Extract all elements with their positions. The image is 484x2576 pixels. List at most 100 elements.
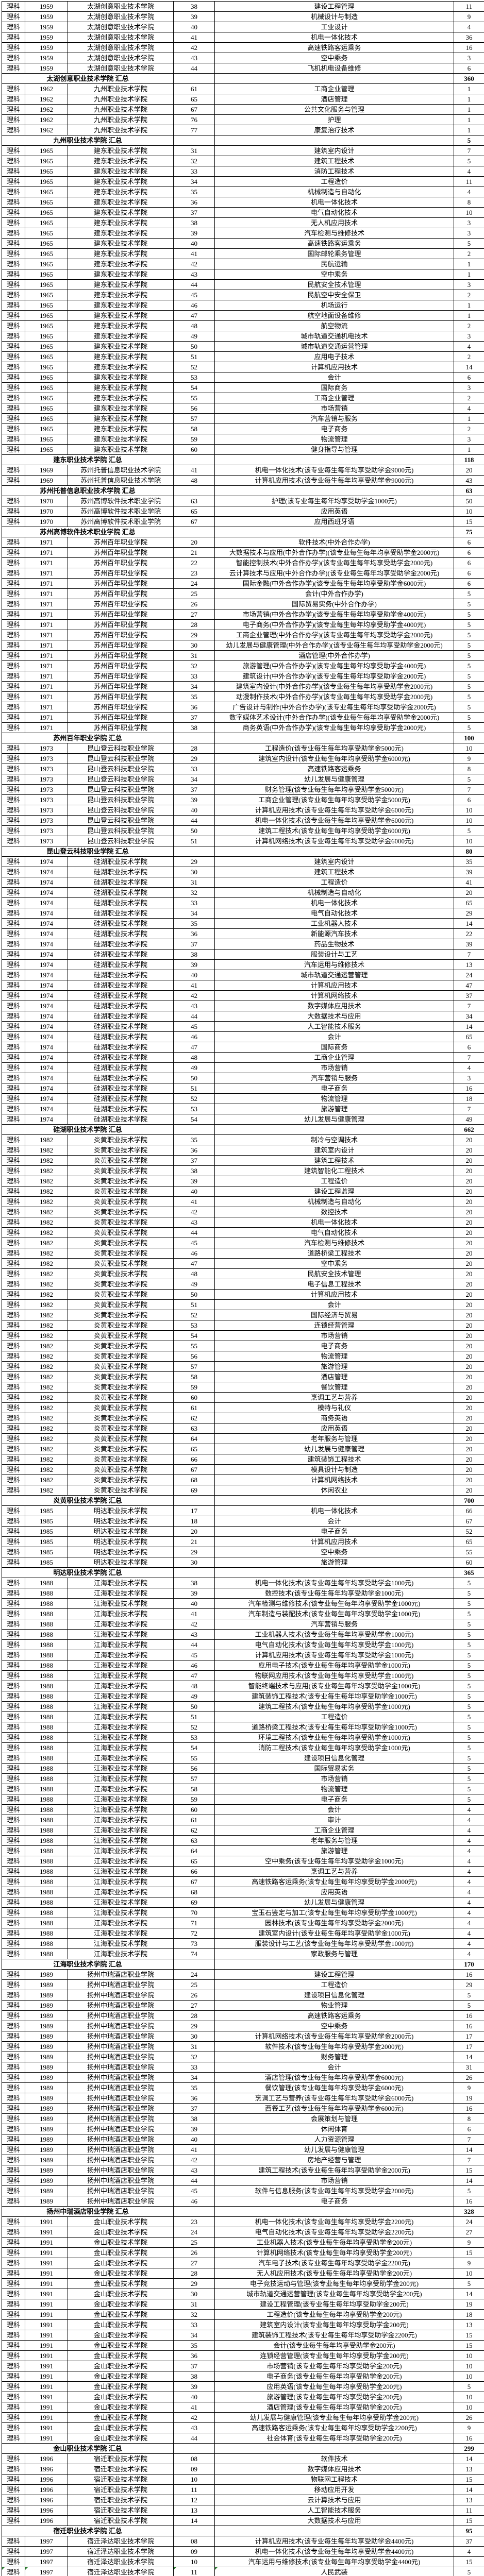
major-code-cell[interactable]: 26	[173, 1990, 215, 2001]
major-code-cell[interactable]: 08	[173, 2536, 215, 2547]
school-code-cell[interactable]: 1982	[25, 1454, 68, 1465]
major-code-cell[interactable]: 66	[173, 1866, 215, 1877]
category-cell[interactable]: 理科	[2, 959, 25, 970]
plan-count-cell[interactable]: 14	[454, 2175, 484, 2186]
major-code-cell[interactable]: 49	[173, 1279, 215, 1290]
school-code-cell[interactable]: 1965	[25, 290, 68, 300]
school-code-cell[interactable]: 1982	[25, 1320, 68, 1331]
major-code-cell[interactable]: 28	[173, 743, 215, 754]
major-name-cell[interactable]: 计算机应用技术	[214, 362, 454, 372]
major-code-cell[interactable]: 39	[173, 1176, 215, 1187]
category-cell[interactable]: 理科	[2, 599, 25, 609]
major-name-cell[interactable]: 工程造价	[214, 1176, 454, 1187]
category-cell[interactable]: 理科	[2, 145, 25, 156]
major-code-cell[interactable]: 48	[173, 1681, 215, 1691]
category-cell[interactable]: 理科	[2, 2330, 25, 2341]
major-name-cell[interactable]: 城市轨道交通机电技术	[214, 331, 454, 342]
school-code-cell[interactable]: 1991	[25, 2227, 68, 2238]
school-name-cell[interactable]: 苏州百年职业学院	[68, 537, 174, 548]
summary-total-cell[interactable]: 299	[454, 2443, 484, 2454]
category-cell[interactable]: 理科	[2, 320, 25, 331]
plan-count-cell[interactable]: 20	[454, 1268, 484, 1279]
category-cell[interactable]: 理科	[2, 1784, 25, 1794]
school-name-cell[interactable]: 昆山登云科技职业学院	[68, 805, 174, 816]
major-name-cell[interactable]: 烹调工艺与营养	[214, 1866, 454, 1877]
category-cell[interactable]: 理科	[2, 1382, 25, 1393]
major-code-cell[interactable]: 55	[173, 1753, 215, 1764]
major-code-cell[interactable]: 58	[173, 1784, 215, 1794]
major-name-cell[interactable]: 会计(中外合作办学)	[214, 588, 454, 599]
school-name-cell[interactable]: 苏州百年职业学院	[68, 547, 174, 558]
major-name-cell[interactable]: 物联网工程技术	[214, 2474, 454, 2485]
category-cell[interactable]: 理科	[2, 1444, 25, 1454]
school-code-cell[interactable]: 1988	[25, 1660, 68, 1671]
school-name-cell[interactable]: 炎黄职业技术学院	[68, 1134, 174, 1145]
major-name-cell[interactable]: 建设工程管理	[214, 1969, 454, 1980]
plan-count-cell[interactable]: 2	[454, 393, 484, 403]
major-code-cell[interactable]: 37	[173, 712, 215, 723]
major-name-cell[interactable]: 工商企业管理	[214, 393, 454, 403]
school-name-cell[interactable]: 建东职业技术学院	[68, 259, 174, 269]
summary-label-cell[interactable]: 硅湖职业技术学院 汇总	[2, 1124, 174, 1135]
school-name-cell[interactable]: 建东职业技术学院	[68, 176, 174, 187]
school-name-cell[interactable]: 宿迁泽达职业技术学院	[68, 2536, 174, 2547]
school-name-cell[interactable]: 扬州中瑞酒店职业学院	[68, 2021, 174, 2031]
school-name-cell[interactable]: 硅湖职业技术学院	[68, 1011, 174, 1022]
plan-count-cell[interactable]: 24	[454, 970, 484, 980]
school-code-cell[interactable]: 1991	[25, 2258, 68, 2268]
school-code-cell[interactable]: 1974	[25, 959, 68, 970]
school-code-cell[interactable]: 1991	[25, 2433, 68, 2444]
school-name-cell[interactable]: 金山职业技术学院	[68, 2227, 174, 2238]
major-name-cell[interactable]: 幼儿发展与健康管理	[214, 774, 454, 785]
major-code-cell[interactable]: 17	[173, 1505, 215, 1516]
major-name-cell[interactable]: 旅游管理	[214, 1557, 454, 1568]
category-cell[interactable]: 理科	[2, 2505, 25, 2516]
plan-count-cell[interactable]: 41	[454, 877, 484, 888]
major-name-cell[interactable]: 建筑室内设计(该专业每生每年均享受助学金1000元)	[214, 1928, 454, 1939]
school-code-cell[interactable]: 1982	[25, 1227, 68, 1238]
category-cell[interactable]: 理科	[2, 176, 25, 187]
plan-count-cell[interactable]: 14	[454, 2484, 484, 2495]
school-code-cell[interactable]: 1991	[25, 2361, 68, 2371]
major-name-cell[interactable]: 高速铁路客运乘务	[214, 238, 454, 249]
school-name-cell[interactable]: 昆山登云科技职业学院	[68, 784, 174, 795]
major-name-cell[interactable]: 市场营销	[214, 403, 454, 414]
school-code-cell[interactable]: 1965	[25, 207, 68, 218]
school-code-cell[interactable]: 1988	[25, 1670, 68, 1681]
school-code-cell[interactable]: 1959	[25, 42, 68, 53]
major-code-cell[interactable]: 25	[173, 2237, 215, 2248]
category-cell[interactable]: 理科	[2, 1165, 25, 1176]
summary-label-cell[interactable]: 苏州托普信息职业技术学院 汇总	[2, 485, 174, 496]
school-code-cell[interactable]: 1973	[25, 743, 68, 754]
plan-count-cell[interactable]: 4	[454, 341, 484, 352]
school-code-cell[interactable]: 1988	[25, 1619, 68, 1630]
school-code-cell[interactable]: 1982	[25, 1361, 68, 1372]
major-name-cell[interactable]: 财务管理	[214, 2052, 454, 2062]
major-name-cell[interactable]: 建筑室内设计(中外合作办学)(该专业每生每年均享受助学金2000元)	[214, 681, 454, 692]
major-name-cell[interactable]: 商务英语	[214, 1413, 454, 1423]
major-name-cell[interactable]: 汽车营销与服务	[214, 413, 454, 424]
school-code-cell[interactable]: 1982	[25, 1433, 68, 1444]
major-name-cell[interactable]: 旅游管理(中外合作办学)(该专业每生每年均享受助学金4000元)	[214, 660, 454, 671]
school-code-cell[interactable]: 1988	[25, 1825, 68, 1836]
major-code-cell[interactable]: 60	[173, 444, 215, 455]
school-code-cell[interactable]: 1989	[25, 2082, 68, 2093]
school-name-cell[interactable]: 金山职业技术学院	[68, 2319, 174, 2330]
major-code-cell[interactable]: 42	[173, 2155, 215, 2165]
major-name-cell[interactable]: 市场营销	[214, 1330, 454, 1341]
category-cell[interactable]: 理科	[2, 1031, 25, 1042]
school-code-cell[interactable]: 1989	[25, 2124, 68, 2134]
major-code-cell[interactable]: 64	[173, 1433, 215, 1444]
school-code-cell[interactable]: 1982	[25, 1134, 68, 1145]
plan-count-cell[interactable]: 9	[454, 2258, 484, 2268]
major-name-cell[interactable]: 服装设计与工艺	[214, 949, 454, 960]
category-cell[interactable]: 理科	[2, 753, 25, 764]
category-cell[interactable]: 理科	[2, 856, 25, 867]
major-name-cell[interactable]: 机电一体化技术	[214, 897, 454, 908]
major-code-cell[interactable]: 62	[173, 1825, 215, 1836]
category-cell[interactable]: 理科	[2, 825, 25, 836]
category-cell[interactable]: 理科	[2, 2021, 25, 2031]
major-name-cell[interactable]: 园林技术(该专业每生每年均享受助学金2000元)	[214, 1918, 454, 1928]
major-code-cell[interactable]: 39	[173, 2381, 215, 2392]
plan-count-cell[interactable]: 6	[454, 557, 484, 568]
